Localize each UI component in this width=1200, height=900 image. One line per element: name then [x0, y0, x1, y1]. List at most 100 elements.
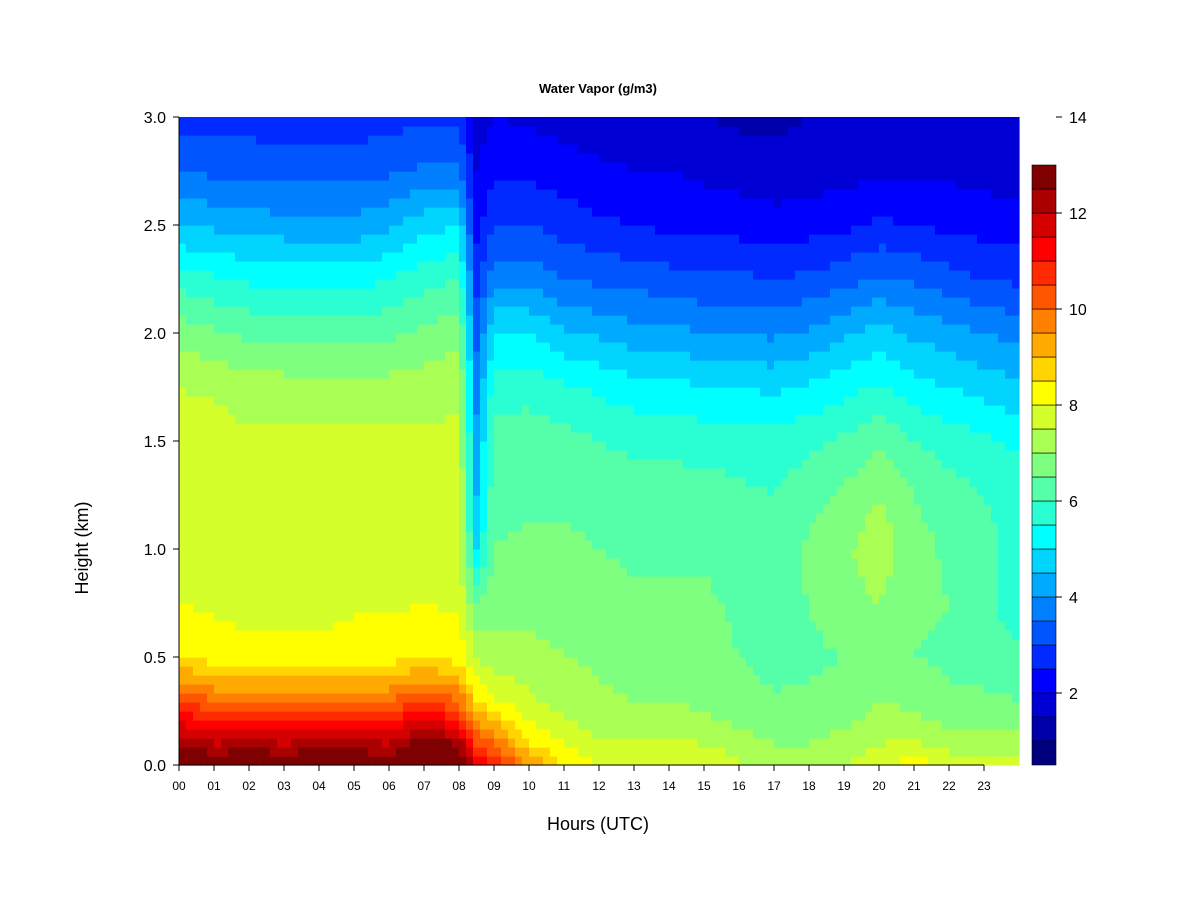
heatmap-cell — [438, 468, 446, 478]
heatmap-cell — [186, 369, 194, 379]
heatmap-cell — [459, 378, 467, 388]
heatmap-cell — [627, 468, 635, 478]
heatmap-cell — [550, 522, 558, 532]
heatmap-cell — [508, 684, 516, 694]
heatmap-cell — [487, 279, 495, 289]
heatmap-cell — [655, 594, 663, 604]
heatmap-cell — [375, 441, 383, 451]
heatmap-cell — [410, 477, 418, 487]
heatmap-cell — [214, 396, 222, 406]
heatmap-cell — [564, 495, 572, 505]
heatmap-cell — [410, 423, 418, 433]
heatmap-cell — [613, 261, 621, 271]
heatmap-cell — [424, 558, 432, 568]
heatmap-cell — [494, 405, 502, 415]
heatmap-cell — [214, 531, 222, 541]
heatmap-cell — [186, 162, 194, 172]
heatmap-cell — [249, 531, 257, 541]
heatmap-cell — [424, 144, 432, 154]
heatmap-cell — [417, 369, 425, 379]
heatmap-cell — [207, 603, 215, 613]
heatmap-cell — [606, 666, 614, 676]
heatmap-cell — [452, 648, 460, 658]
heatmap-cell — [270, 414, 278, 424]
heatmap-cell — [508, 414, 516, 424]
heatmap-cell — [487, 423, 495, 433]
heatmap-cell — [305, 558, 313, 568]
heatmap-cell — [508, 504, 516, 514]
heatmap-cell — [368, 324, 376, 334]
heatmap-cell — [298, 441, 306, 451]
heatmap-cell — [347, 225, 355, 235]
heatmap-cell — [613, 513, 621, 523]
heatmap-cell — [326, 513, 334, 523]
heatmap-cell — [305, 639, 313, 649]
heatmap-cell — [228, 441, 236, 451]
heatmap-cell — [480, 225, 488, 235]
heatmap-cell — [564, 279, 572, 289]
heatmap-cell — [305, 747, 313, 757]
heatmap-cell — [501, 216, 509, 226]
heatmap-cell — [382, 315, 390, 325]
heatmap-cell — [592, 423, 600, 433]
heatmap-cell — [431, 252, 439, 262]
heatmap-cell — [305, 117, 313, 127]
heatmap-cell — [438, 153, 446, 163]
heatmap-cell — [186, 117, 194, 127]
heatmap-cell — [550, 405, 558, 415]
heatmap-cell — [494, 315, 502, 325]
heatmap-cell — [627, 315, 635, 325]
heatmap-cell — [466, 729, 474, 739]
heatmap-cell — [599, 702, 607, 712]
heatmap-cell — [648, 126, 656, 136]
heatmap-cell — [305, 126, 313, 136]
heatmap-cell — [410, 675, 418, 685]
heatmap-cell — [438, 594, 446, 604]
heatmap-cell — [522, 441, 530, 451]
heatmap-cell — [648, 657, 656, 667]
heatmap-cell — [571, 243, 579, 253]
heatmap-cell — [508, 171, 516, 181]
heatmap-cell — [431, 639, 439, 649]
heatmap-cell — [459, 333, 467, 343]
heatmap-cell — [641, 495, 649, 505]
heatmap-cell — [592, 333, 600, 343]
heatmap-cell — [522, 171, 530, 181]
heatmap-cell — [333, 324, 341, 334]
heatmap-cell — [571, 207, 579, 217]
heatmap-cell — [445, 180, 453, 190]
heatmap-cell — [424, 279, 432, 289]
heatmap-cell — [256, 486, 264, 496]
heatmap-cell — [585, 666, 593, 676]
heatmap-cell — [312, 387, 320, 397]
heatmap-cell — [193, 540, 201, 550]
heatmap-cell — [256, 576, 264, 586]
heatmap-cell — [214, 441, 222, 451]
heatmap-cell — [599, 288, 607, 298]
heatmap-cell — [536, 477, 544, 487]
heatmap-cell — [634, 747, 642, 757]
heatmap-cell — [564, 243, 572, 253]
heatmap-cell — [466, 603, 474, 613]
heatmap-cell — [501, 594, 509, 604]
heatmap-cell — [571, 558, 579, 568]
heatmap-cell — [634, 720, 642, 730]
heatmap-cell — [417, 441, 425, 451]
heatmap-cell — [214, 621, 222, 631]
heatmap-cell — [438, 522, 446, 532]
heatmap-cell — [466, 495, 474, 505]
heatmap-cell — [347, 288, 355, 298]
heatmap-cell — [403, 513, 411, 523]
heatmap-cell — [263, 468, 271, 478]
heatmap-cell — [179, 630, 187, 640]
heatmap-cell — [417, 675, 425, 685]
heatmap-cell — [515, 288, 523, 298]
heatmap-cell — [571, 504, 579, 514]
heatmap-cell — [648, 342, 656, 352]
heatmap-cell — [662, 576, 670, 586]
heatmap-cell — [627, 333, 635, 343]
heatmap-cell — [214, 387, 222, 397]
heatmap-cell — [543, 738, 551, 748]
heatmap-cell — [543, 675, 551, 685]
heatmap-cell — [410, 144, 418, 154]
